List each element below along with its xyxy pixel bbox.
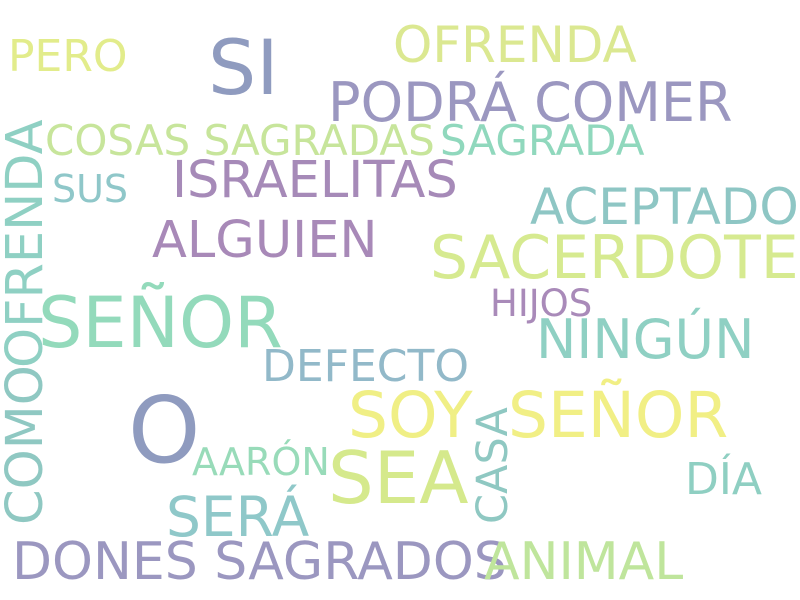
word-sus: SUS xyxy=(52,167,129,211)
word-sacerdote: SACERDOTE xyxy=(430,223,799,293)
word-sera: SERÁ xyxy=(166,485,310,549)
word-podra-comer: PODRÁ COMER xyxy=(328,71,733,134)
word-dones-sagrados: DONES SAGRADOS xyxy=(12,532,507,592)
word-cosas-sagradas: COSAS SAGRADAS xyxy=(45,116,435,165)
word-casa-vertical: CASA xyxy=(468,407,518,524)
word-sea: SEA xyxy=(328,436,469,520)
word-dia: DÍA xyxy=(685,454,762,505)
word-o: O xyxy=(128,377,201,484)
word-si: SI xyxy=(208,23,279,112)
word-pero: PERO xyxy=(8,31,128,82)
word-ningun: NINGÚN xyxy=(536,308,755,371)
word-animal: ANIMAL xyxy=(484,532,684,592)
word-hijos: HIJOS xyxy=(490,282,593,325)
word-sagrada: SAGRADA xyxy=(440,116,645,165)
word-senor-2: SEÑOR xyxy=(508,379,729,452)
word-defecto: DEFECTO xyxy=(262,341,470,392)
word-senor-1: SEÑOR xyxy=(38,282,283,364)
word-soy: SOY xyxy=(348,379,473,452)
word-aceptado: ACEPTADO xyxy=(530,178,799,236)
word-alguien: ALGUIEN xyxy=(152,211,378,270)
word-israelitas: ISRAELITAS xyxy=(172,151,458,210)
word-como-vertical: COMO xyxy=(0,365,55,525)
word-ofrenda: OFRENDA xyxy=(393,16,637,74)
word-aaron: AARÓN xyxy=(192,440,330,484)
